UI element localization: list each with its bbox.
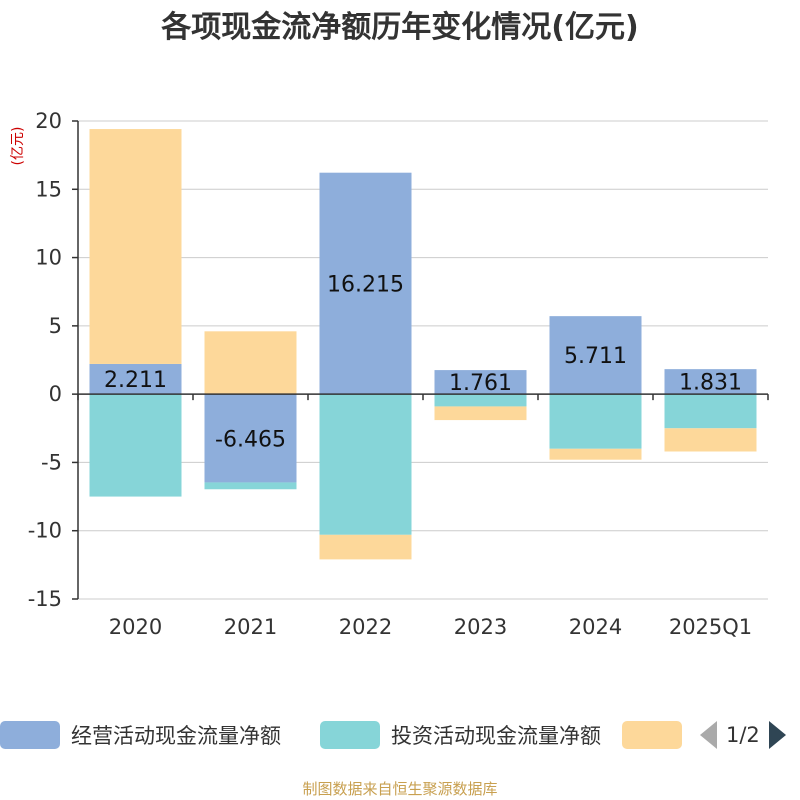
bar-2021-series-2 [204, 331, 297, 395]
bar-2021-series-0 [204, 394, 297, 483]
bar-2024-series-1 [549, 394, 642, 449]
data-labels: 2.211 -6.465 16.215 1.761 5.711 1.831 [104, 272, 742, 452]
bar-2023-series-0 [434, 370, 527, 395]
y-tick-label-2: 10 [35, 246, 62, 270]
legend-swatch-financing [622, 721, 682, 749]
x-tick-label-0: 2020 [109, 615, 162, 639]
y-tick-label-3: 5 [49, 314, 62, 338]
data-label-2022: 16.215 [327, 272, 404, 297]
bar-2025Q1-series-2 [664, 428, 757, 452]
chevron-right-icon[interactable] [768, 721, 786, 749]
grid-lines [78, 120, 768, 600]
legend-swatch-investing [320, 721, 380, 749]
y-tick-label-6: -10 [28, 519, 62, 543]
legend-item-operating[interactable]: 经营活动现金流量净额 [0, 718, 281, 752]
bar-2020-series-2 [89, 129, 182, 364]
bar-chart: 20 15 10 5 0 -5 -10 -15 2020 2021 2022 2023 2024 2025… [10, 109, 769, 639]
y-axis-unit-label: (亿元) [10, 127, 26, 166]
legend-item-financing[interactable] [622, 718, 682, 752]
axes: 20 15 10 5 0 -5 -10 -15 2020 2021 2022 2023 2024 2025… [28, 109, 769, 639]
legend-page-indicator: 1/2 [726, 723, 760, 747]
y-tick-label-1: 15 [35, 177, 62, 201]
bar-2022-series-2 [319, 534, 412, 560]
source-note: 制图数据来自恒生聚源数据库 [302, 780, 498, 798]
bar-2023-series-2 [434, 406, 527, 421]
y-tick-label-7: -15 [28, 587, 62, 611]
x-tick-label-4: 2024 [569, 615, 622, 639]
chevron-left-icon[interactable] [700, 721, 717, 749]
bars [89, 129, 757, 560]
legend-swatch-operating [0, 721, 60, 749]
bar-2023-series-1 [434, 394, 527, 407]
y-tick-label-5: -5 [41, 450, 62, 474]
x-tick-label-1: 2021 [224, 615, 277, 639]
chart-title: 各项现金流净额历年变化情况(亿元) [161, 10, 639, 45]
x-tick-label-5: 2025Q1 [669, 615, 752, 639]
bar-2020-series-1 [89, 394, 182, 497]
legend: 经营活动现金流量净额 投资活动现金流量净额 1/2 [0, 714, 800, 758]
legend-label-operating: 经营活动现金流量净额 [71, 724, 281, 748]
bar-2024-series-0 [549, 316, 642, 395]
y-tick-label-4: 0 [49, 382, 62, 406]
bar-2024-series-2 [549, 448, 642, 460]
bar-2025Q1-series-0 [664, 369, 757, 395]
data-label-2020: 2.211 [104, 368, 167, 393]
legend-label-investing: 投资活动现金流量净额 [391, 724, 601, 748]
bar-2020-series-0 [89, 363, 182, 395]
bar-2021-series-1 [204, 482, 297, 490]
y-tick-label-0: 20 [35, 109, 62, 133]
x-tick-label-3: 2023 [454, 615, 507, 639]
x-tick-label-2: 2022 [339, 615, 392, 639]
legend-item-investing[interactable]: 投资活动现金流量净额 [320, 718, 601, 752]
data-label-2024: 5.711 [564, 344, 627, 369]
data-label-2023: 1.761 [449, 371, 512, 396]
legend-pager: 1/2 [700, 718, 786, 752]
bar-2022-series-0 [319, 172, 412, 395]
bar-2022-series-1 [319, 394, 412, 535]
data-label-2025Q1: 1.831 [679, 371, 742, 396]
data-label-2021: -6.465 [215, 427, 286, 452]
bar-2025Q1-series-1 [664, 394, 757, 429]
